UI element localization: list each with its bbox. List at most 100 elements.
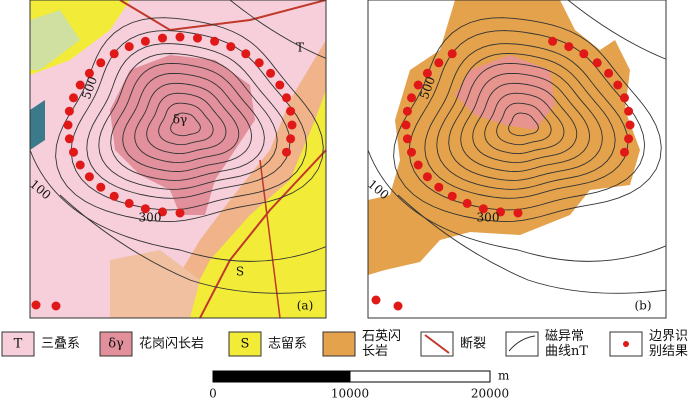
fault-line [259,159,281,318]
unit-label: T [296,41,304,55]
panel-label: (b) [634,299,651,313]
legend-swatch [505,331,539,357]
boundary-dot [447,49,457,59]
legend-symbol: δγ [108,337,124,352]
boundary-dot [64,106,74,116]
granodiorite-area [455,55,555,130]
boundary-dot [447,191,457,201]
legend-symbol: T [14,337,23,352]
contour-line [448,62,603,181]
boundary-dot [402,106,412,116]
boundary-dot [275,80,285,90]
boundary-dot [124,198,134,208]
scale-segment [212,370,351,383]
boundary-dot [462,198,472,208]
fault-symbol [424,334,450,354]
unit-area [30,100,45,150]
boundary-dot [286,106,296,116]
boundary-dot [75,160,85,170]
legend-swatch [228,331,262,357]
panel-label: (a) [297,299,314,313]
contour-line [496,102,552,146]
boundary-dot [613,80,623,90]
contour-line [98,53,278,190]
contour-line [508,112,539,137]
legend-label: 别结果 [649,344,688,359]
panel-b [368,0,666,318]
boundary-dot [158,207,167,217]
boundary-dot [624,134,634,144]
boundary-dot [96,58,106,68]
contour-line [436,53,616,190]
boundary-dot [624,106,634,116]
unit-area [110,250,200,318]
unit-label: δγ [173,113,187,127]
contour-symbol [508,335,536,352]
contour-line [368,149,666,262]
contour-line [567,0,666,60]
legend-label: 曲线nT [545,344,588,359]
boundary-dot [513,208,523,218]
contour-line [59,194,326,294]
scale-segment [349,370,491,383]
legend-symbol: S [241,337,250,352]
boundary-dot [31,300,41,310]
boundary-dot [140,36,150,46]
boundary-dot [604,68,614,78]
boundary-dot [287,120,297,130]
legend-swatch [1,331,35,357]
scale-label: 20000 [471,387,509,401]
boundary-dot [422,172,432,182]
contour-label: 300 [139,211,162,225]
boundary-dot [620,147,629,157]
boundary-dot [422,68,432,78]
boundary-dot [282,93,291,103]
scale-unit: m [498,369,510,383]
panel-frame [29,0,327,319]
contour-line [170,112,201,137]
boundary-dot [69,93,78,103]
boundary-dot [69,147,78,157]
boundary-dot [226,42,236,52]
boundary-dot [434,58,444,68]
boundary-dot [64,134,74,144]
boundary-dot [96,182,106,192]
contour-line [134,82,240,164]
quartz-diorite-area [368,0,640,275]
contour-line [229,0,326,59]
fault-line [119,0,326,32]
boundary-dot [84,68,94,78]
boundary-dot [175,32,185,42]
boundary-dot [84,172,94,182]
contour-line [397,194,666,294]
boundary-dot [140,204,150,214]
boundary-dot [564,42,574,52]
contour-line [146,92,227,155]
contour-line [158,102,214,146]
legend-label: 花岗闪长岩 [139,336,204,352]
boundary-dot [434,182,444,192]
contour-line [86,43,291,199]
boundary-dot [625,120,635,130]
boundary-dot [393,301,403,311]
boundary-dot [109,49,119,59]
boundary-dot [401,120,411,130]
legend-swatch [322,331,356,357]
boundary-dot [496,207,505,217]
dot-symbol [623,341,629,347]
boundary-dot [402,134,412,144]
boundary-dot [109,191,119,201]
contour-line [424,43,629,199]
legend-label: 断裂 [460,337,486,352]
contour-line [110,62,265,181]
boundary-dot [620,93,629,103]
boundary-dot [158,33,167,43]
boundary-dot [241,49,251,59]
legend-swatch [99,331,133,357]
boundary-dot [75,80,85,90]
boundary-dot [266,68,276,78]
contour-line [460,72,591,172]
boundary-dot [175,208,185,218]
